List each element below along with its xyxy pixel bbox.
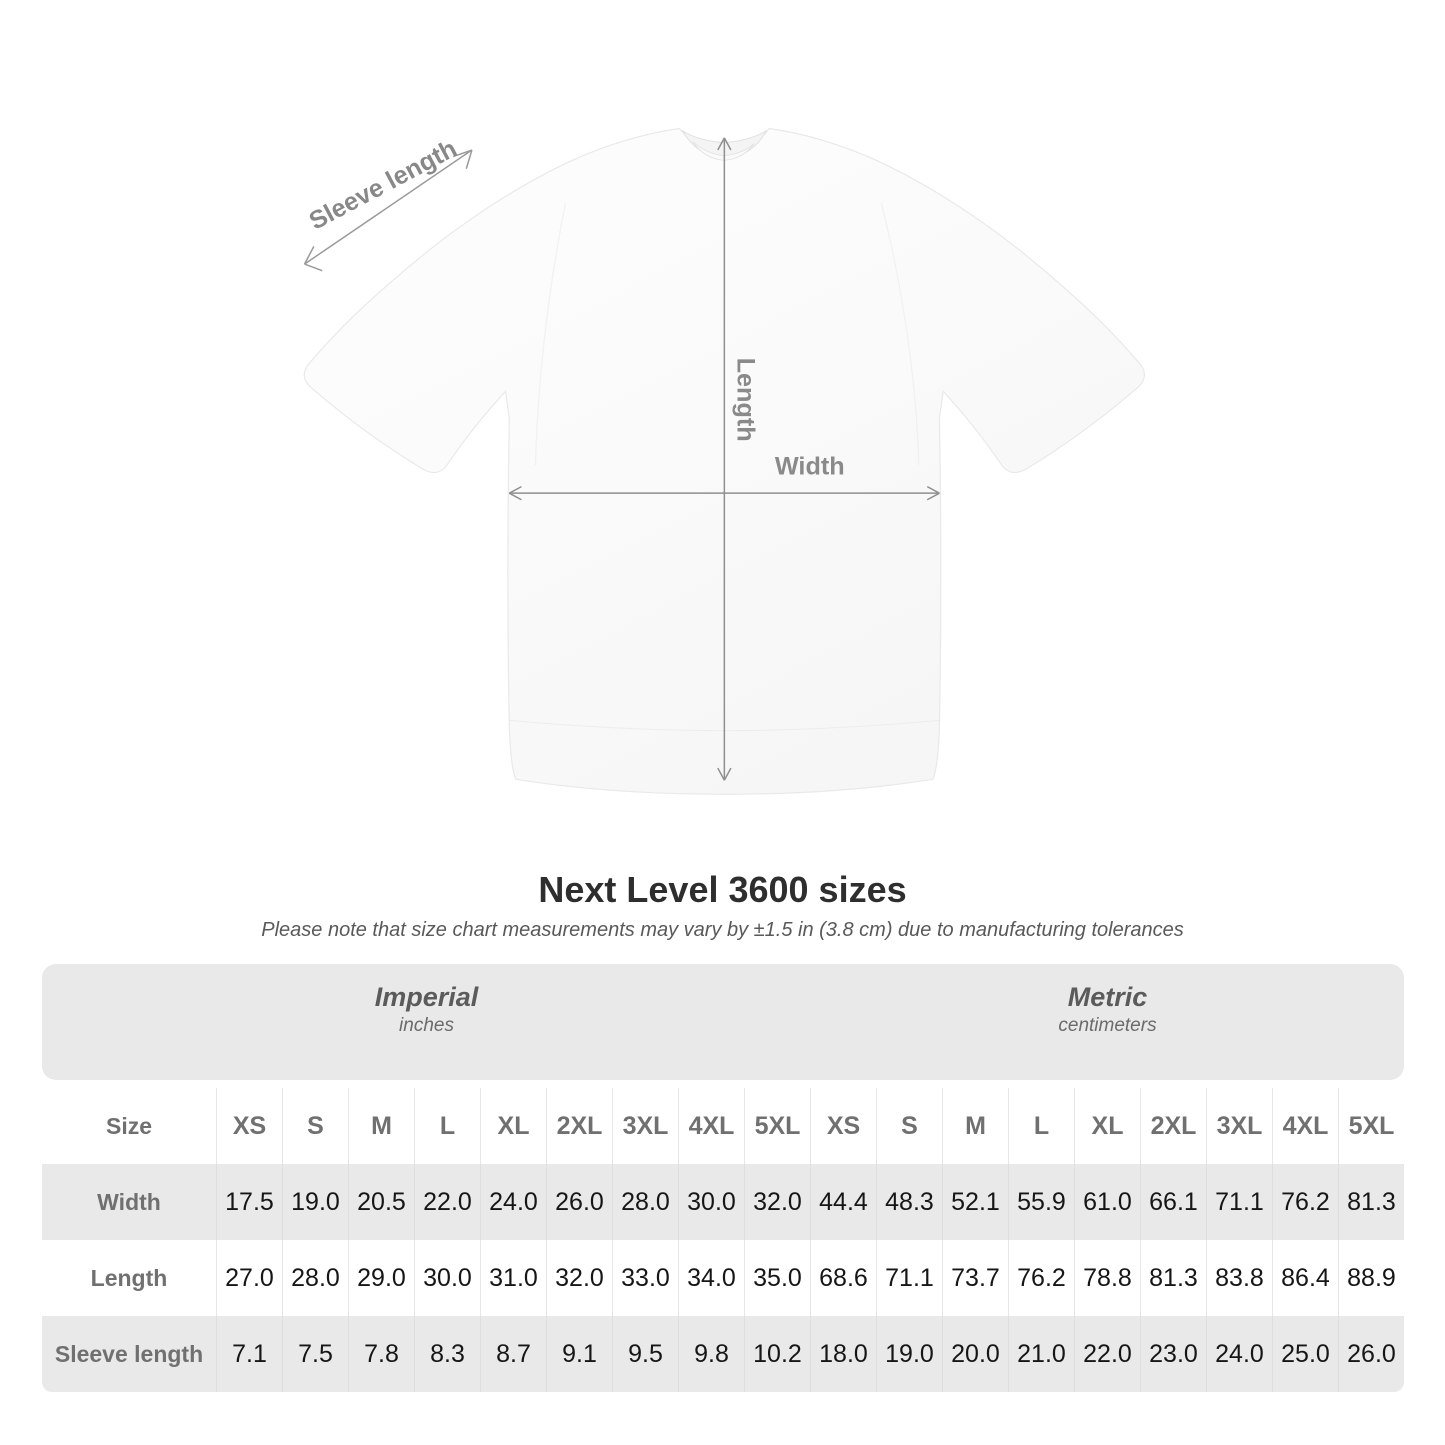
svg-text:Length: Length — [731, 358, 759, 442]
svg-text:Sleeve length: Sleeve length — [305, 134, 462, 235]
svg-text:Width: Width — [775, 452, 845, 480]
